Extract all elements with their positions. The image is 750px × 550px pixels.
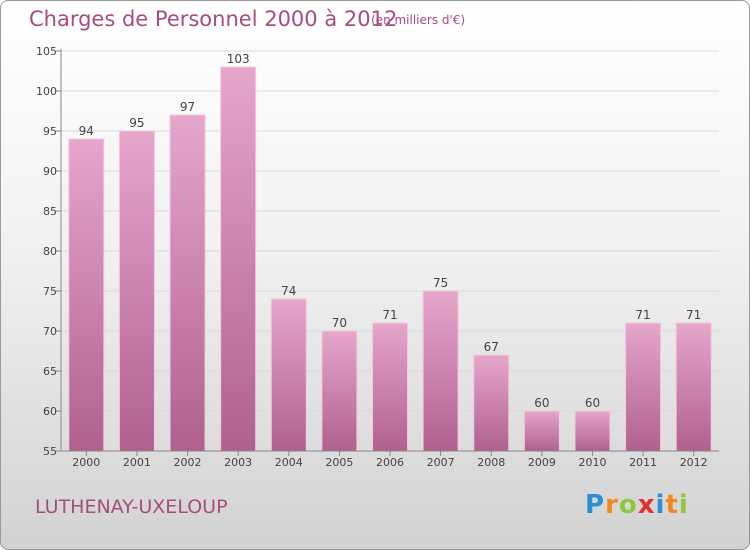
bar (68, 138, 105, 452)
bar-value-label: 103 (227, 52, 250, 66)
x-tick-label: 2008 (477, 456, 505, 469)
bars (68, 66, 712, 452)
bar-value-label: 71 (686, 308, 701, 322)
y-tick-label: 75 (43, 285, 57, 298)
x-tick-label: 2009 (528, 456, 556, 469)
y-tick-label: 60 (43, 405, 57, 418)
x-tick-label: 2011 (629, 456, 657, 469)
logo-letter: t (665, 490, 679, 520)
x-tick-label: 2010 (578, 456, 606, 469)
y-tick-label: 55 (43, 445, 57, 458)
proxiti-logo[interactable]: Proxiti (585, 490, 689, 520)
bar-value-label: 70 (332, 316, 347, 330)
x-tick-label: 2005 (325, 456, 353, 469)
axes: 55 60 65 70 75 80 85 90 95 100 105 2000 2001 2002 2003… (36, 45, 719, 469)
bar-value-label: 60 (534, 396, 549, 410)
chart-title: Charges de Personnel 2000 à 2012 (29, 7, 398, 31)
logo-letter: i (655, 490, 666, 520)
x-tick-label: 2006 (376, 456, 404, 469)
bar (574, 410, 611, 452)
y-tick-label: 70 (43, 325, 57, 338)
bar (321, 330, 358, 452)
chart-subtitle: (en milliers d'€) (371, 13, 466, 27)
x-tick-label: 2012 (680, 456, 708, 469)
x-tick-label: 2004 (275, 456, 303, 469)
y-tick-label: 95 (43, 125, 57, 138)
logo-letter: i (678, 490, 689, 520)
logo-letter: o (618, 490, 638, 520)
bar-value-label: 60 (585, 396, 600, 410)
bar (270, 298, 307, 452)
x-tick-label: 2000 (72, 456, 100, 469)
bar (169, 114, 206, 452)
bar (473, 354, 510, 452)
x-tick-label: 2003 (224, 456, 252, 469)
bar (220, 66, 257, 452)
bar (523, 410, 560, 452)
bar-value-label: 94 (79, 124, 94, 138)
x-tick-label: 2007 (427, 456, 455, 469)
y-tick-label: 90 (43, 165, 57, 178)
x-tick-label: 2001 (123, 456, 151, 469)
bar-value-label: 74 (281, 284, 296, 298)
bar-value-label: 67 (484, 340, 499, 354)
y-tick-label: 85 (43, 205, 57, 218)
bar (675, 322, 712, 452)
logo-letter: x (637, 490, 656, 520)
y-tick-label: 80 (43, 245, 57, 258)
bar (372, 322, 408, 452)
bar-value-label: 71 (635, 308, 650, 322)
logo-letter: r (605, 490, 619, 520)
y-tick-label: 105 (36, 45, 57, 58)
data-labels: 94 95 97 103 74 70 71 75 67 60 60 71 71 (79, 52, 702, 410)
bar-value-label: 95 (129, 116, 144, 130)
x-tick-label: 2002 (174, 456, 202, 469)
bar (118, 130, 155, 452)
logo-letter: P (585, 490, 606, 520)
y-tick-label: 100 (36, 85, 57, 98)
bar-value-label: 71 (382, 308, 397, 322)
bar-value-label: 97 (180, 100, 195, 114)
bar-value-label: 75 (433, 276, 448, 290)
y-tick-label: 65 (43, 365, 57, 378)
bar (422, 290, 459, 452)
commune-name: LUTHENAY-UXELOUP (35, 496, 228, 518)
bar (625, 322, 662, 452)
